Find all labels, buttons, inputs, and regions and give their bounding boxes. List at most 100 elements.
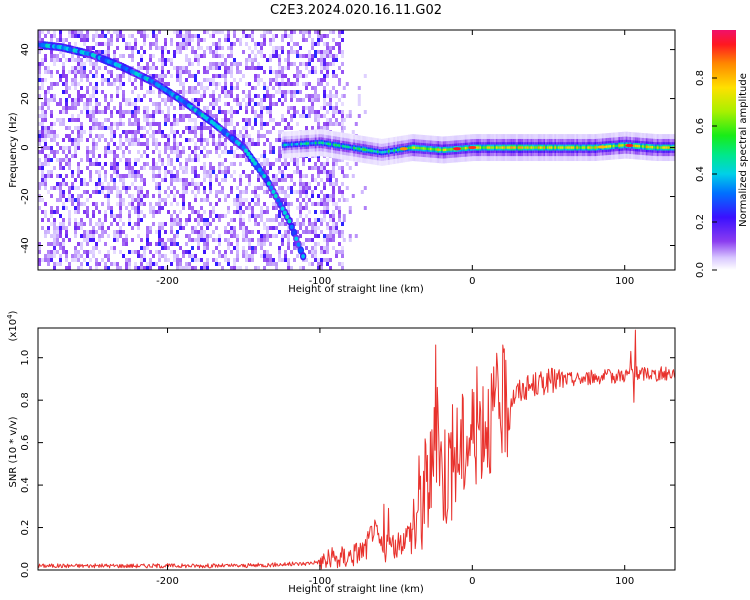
heatmap-cell <box>89 114 92 118</box>
heatmap-cell <box>131 198 134 202</box>
heatmap-cell <box>119 34 122 38</box>
heatmap-cell <box>143 106 146 110</box>
heatmap-cell <box>203 250 206 254</box>
heatmap-cell <box>230 70 233 74</box>
heatmap-cell <box>230 226 233 230</box>
heatmap-cell <box>197 138 200 142</box>
heatmap-cell <box>296 206 299 210</box>
heatmap-cell <box>251 86 254 90</box>
heatmap-cell <box>314 210 317 214</box>
heatmap-cell <box>143 142 146 146</box>
heatmap-cell <box>179 70 182 74</box>
heatmap-cell <box>275 82 278 86</box>
heatmap-cell <box>248 82 251 86</box>
heatmap-cell <box>194 78 197 82</box>
heatmap-cell <box>263 98 266 102</box>
heatmap-cell <box>203 146 206 150</box>
heatmap-cell <box>98 162 101 166</box>
heatmap-cell <box>338 42 341 46</box>
heatmap-cell <box>68 86 71 90</box>
heatmap-cell <box>203 186 206 190</box>
heatmap-cell <box>98 174 101 178</box>
heatmap-cell <box>281 34 284 38</box>
heatmap-cell <box>299 210 302 214</box>
heatmap-cell <box>354 234 358 238</box>
heatmap-cell <box>152 254 155 258</box>
heatmap-cell <box>290 250 293 254</box>
heatmap-cell <box>191 254 194 258</box>
heatmap-cell <box>89 218 92 222</box>
heatmap-cell <box>116 34 119 38</box>
heatmap-cell <box>188 74 191 78</box>
heatmap-cell <box>284 254 287 258</box>
heatmap-cell <box>59 242 62 246</box>
heatmap-cell <box>191 138 194 142</box>
heatmap-band-cell <box>397 148 400 152</box>
heatmap-cell <box>212 78 215 82</box>
x-tick-label: 100 <box>615 276 634 287</box>
heatmap-cell <box>233 262 236 266</box>
heatmap-band-cell <box>300 142 303 146</box>
heatmap-cell <box>143 126 146 130</box>
heatmap-cell <box>74 102 77 106</box>
heatmap-cell <box>215 98 218 102</box>
heatmap-cell <box>128 166 131 170</box>
heatmap-cell <box>122 242 125 246</box>
heatmap-cell <box>257 202 260 206</box>
heatmap-cell <box>104 162 107 166</box>
heatmap-cell <box>74 78 77 82</box>
heatmap-cell <box>197 238 200 242</box>
heatmap-cell <box>50 146 53 150</box>
heatmap-cell <box>203 162 206 166</box>
heatmap-cell <box>224 86 227 90</box>
heatmap-band-cell <box>501 146 504 149</box>
heatmap-cell <box>176 254 179 258</box>
heatmap-band-cell <box>408 146 411 150</box>
heatmap-cell <box>248 66 251 70</box>
heatmap-cell <box>170 74 173 78</box>
heatmap-cell <box>230 114 233 118</box>
heatmap-cell <box>326 262 329 266</box>
heatmap-cell <box>305 62 308 66</box>
heatmap-cell <box>263 182 266 186</box>
heatmap-cell <box>239 218 242 222</box>
heatmap-cell <box>122 174 125 178</box>
heatmap-cell <box>179 222 182 226</box>
heatmap-cell <box>194 254 197 258</box>
heatmap-cell <box>158 234 161 238</box>
heatmap-cell <box>251 30 254 34</box>
heatmap-cell <box>293 42 296 46</box>
heatmap-cell <box>47 162 50 166</box>
heatmap-cell <box>83 178 86 182</box>
heatmap-cell <box>116 46 119 50</box>
heatmap-cell <box>275 218 278 222</box>
heatmap-cell <box>320 170 323 174</box>
heatmap-cell <box>125 146 128 150</box>
heatmap-cell <box>224 250 227 254</box>
heatmap-ridge-cell <box>262 174 267 179</box>
heatmap-cell <box>167 58 170 62</box>
heatmap-cell <box>44 234 47 238</box>
heatmap-cell <box>203 174 206 178</box>
heatmap-cell <box>326 110 329 114</box>
heatmap-cell <box>320 82 323 86</box>
heatmap-cell <box>248 98 251 102</box>
heatmap-cell <box>44 58 47 62</box>
heatmap-cell <box>302 182 305 186</box>
heatmap-cell <box>251 50 254 54</box>
heatmap-cell <box>215 114 218 118</box>
heatmap-cell <box>164 230 167 234</box>
heatmap-cell <box>134 118 137 122</box>
heatmap-cell <box>323 162 326 166</box>
heatmap-cell <box>317 122 320 126</box>
heatmap-cell <box>323 98 326 102</box>
heatmap-cell <box>152 130 155 134</box>
heatmap-cell <box>305 114 308 118</box>
heatmap-cell <box>113 186 116 190</box>
heatmap-cell <box>194 230 197 234</box>
heatmap-cell <box>200 86 203 90</box>
heatmap-cell <box>65 86 68 90</box>
heatmap-cell <box>269 54 272 58</box>
heatmap-cell <box>131 202 134 206</box>
heatmap-cell <box>245 82 248 86</box>
